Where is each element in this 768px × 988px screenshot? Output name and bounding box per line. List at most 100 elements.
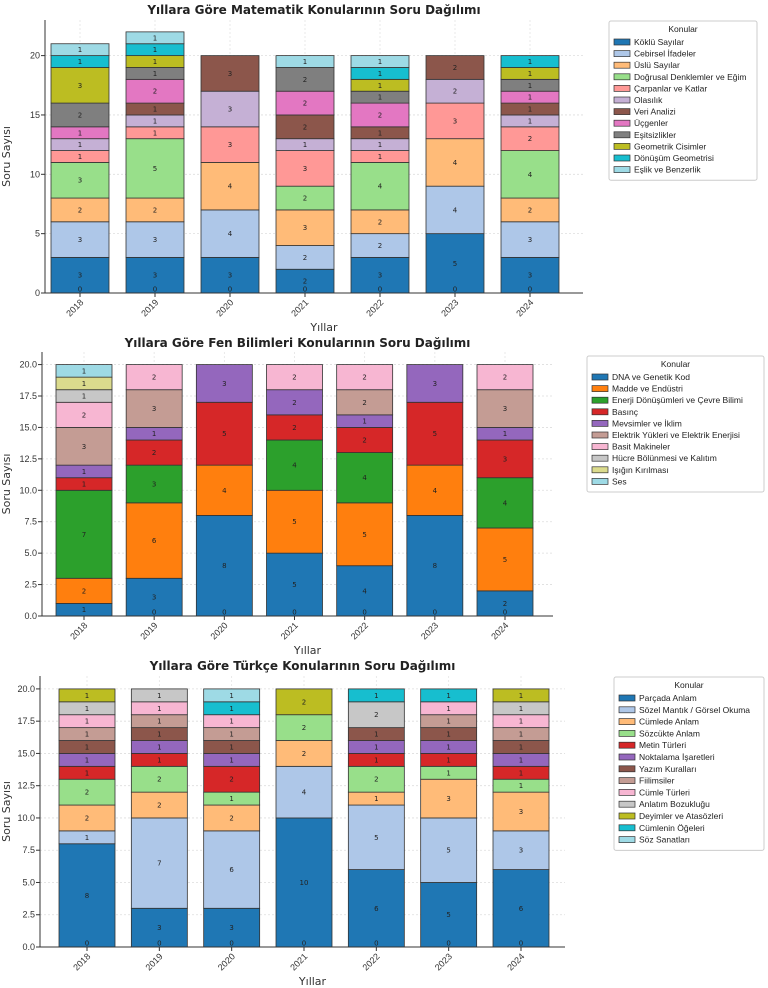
bar-segment: [350, 55, 410, 68]
bar-segment: [425, 233, 485, 294]
segment-value-label: 1: [229, 718, 233, 726]
segment-value-label: 1: [85, 756, 89, 764]
legend-item-label: Elektrik Yükleri ve Elektrik Enerjisi: [612, 430, 740, 440]
segment-value-label: 1: [82, 367, 86, 375]
segment-value-label: 3: [453, 117, 457, 125]
segment-value-label: 2: [378, 111, 382, 119]
segment-value-label: 7: [157, 860, 161, 868]
bar-segment: [406, 515, 464, 617]
segment-value-label: 3: [153, 236, 157, 244]
x-tick-label: 2018: [64, 297, 85, 318]
legend-item-label: Metin Türleri: [639, 740, 686, 750]
segment-value-label: 1: [528, 82, 532, 90]
legend-swatch: [618, 718, 636, 725]
segment-value-label: 1: [528, 117, 532, 125]
segment-value-label: 1: [153, 70, 157, 78]
legend-item-label: Cümlenin Öğeleri: [639, 823, 705, 833]
segment-value-label: 1: [157, 718, 161, 726]
segment-value-label: 1: [519, 756, 523, 764]
legend-swatch: [618, 812, 636, 820]
legend-swatch: [613, 143, 631, 150]
bar-segment: [55, 364, 113, 378]
segment-value-label: 1: [82, 481, 86, 489]
y-tick-label: 17.5: [17, 716, 35, 726]
legend-swatch: [591, 454, 609, 462]
segment-value-label: 3: [503, 405, 507, 413]
legend-swatch: [591, 396, 609, 404]
segment-value-label: 3: [153, 272, 157, 280]
segment-value-label: 1: [378, 153, 382, 161]
segment-value-label: 2: [303, 100, 307, 108]
bar-segment: [420, 688, 478, 703]
segment-value-label: 1: [85, 692, 89, 700]
bar-segment: [476, 590, 534, 617]
zero-label: 0: [378, 286, 382, 294]
bar-segment: [50, 43, 110, 57]
segment-value-label: 1: [446, 769, 450, 777]
x-tick-label: 2019: [139, 297, 160, 318]
legend-swatch: [613, 119, 631, 127]
segment-value-label: 3: [78, 82, 82, 90]
bar-segment: [336, 389, 394, 416]
y-axis-label: Soru Sayısı: [0, 454, 13, 515]
segment-value-label: 2: [362, 399, 366, 407]
legend-title: Konular: [668, 24, 697, 34]
segment-value-label: 6: [374, 905, 379, 913]
segment-value-label: 2: [152, 449, 156, 457]
segment-value-label: 5: [446, 847, 450, 855]
segment-value-label: 5: [503, 556, 507, 564]
legend-box: [586, 355, 765, 493]
x-tick-label: 2022: [349, 620, 370, 641]
bar-segment: [347, 688, 405, 703]
segment-value-label: 1: [378, 129, 382, 137]
bar-segment: [200, 209, 260, 258]
legend-item-label: Fiilimsiler: [639, 776, 675, 786]
segment-value-label: 3: [228, 272, 232, 280]
legend-item-label: Deyimler ve Atasözleri: [639, 811, 723, 821]
bar-segment: [476, 389, 534, 428]
segment-value-label: 1: [362, 418, 366, 426]
segment-value-label: 1: [78, 58, 82, 66]
chart-2: 0.0 2.5 5.0 7.5 10.0 12.5 15.0 17.5 20.0 8 1 2 2 1 1 1 1…: [0, 659, 765, 988]
bar-segment: [266, 489, 323, 554]
legend-swatch: [618, 777, 636, 784]
bar-segment: [58, 778, 116, 806]
bar-segment: [200, 162, 260, 211]
legend-swatch: [618, 765, 636, 773]
x-tick-label: 2020: [216, 951, 237, 972]
segment-value-label: 3: [228, 70, 232, 78]
segment-value-label: 1: [85, 743, 89, 751]
legend-item-label: Hücre Bölünmesi ve Kalıtım: [612, 453, 717, 463]
segment-value-label: 3: [157, 924, 161, 932]
zero-label: 0: [446, 940, 450, 948]
bar-segment: [55, 427, 113, 466]
x-tick-label: 2023: [419, 620, 440, 641]
bar-segment: [275, 55, 335, 68]
segment-value-label: 2: [82, 587, 86, 595]
y-tick-label: 7.5: [24, 517, 37, 527]
segment-value-label: 1: [378, 141, 382, 149]
segment-value-label: 6: [152, 537, 157, 545]
bar-segment: [275, 765, 333, 819]
zero-label: 0: [362, 609, 366, 617]
bar-segment: [58, 804, 116, 832]
x-tick-label: 2021: [279, 620, 300, 641]
segment-value-label: 1: [528, 106, 532, 114]
segment-value-label: 1: [528, 58, 532, 66]
bar-segment: [336, 565, 394, 617]
segment-value-label: 2: [453, 88, 457, 96]
y-tick-label: 15: [30, 110, 40, 120]
segment-value-label: 4: [453, 159, 458, 167]
legend-swatch: [613, 50, 631, 57]
legend-swatch: [591, 420, 609, 427]
x-tick-label: 2019: [144, 951, 165, 972]
segment-value-label: 2: [292, 399, 296, 407]
segment-value-label: 4: [453, 206, 458, 214]
legend-item-label: Sözcükte Anlam: [639, 728, 700, 738]
bar-segment: [130, 688, 188, 703]
segment-value-label: 2: [378, 242, 382, 250]
x-axis-label: Yıllar: [309, 321, 338, 334]
segment-value-label: 1: [82, 380, 86, 388]
segment-value-label: 1: [519, 743, 523, 751]
legend-item-label: Madde ve Endüstri: [612, 384, 683, 394]
